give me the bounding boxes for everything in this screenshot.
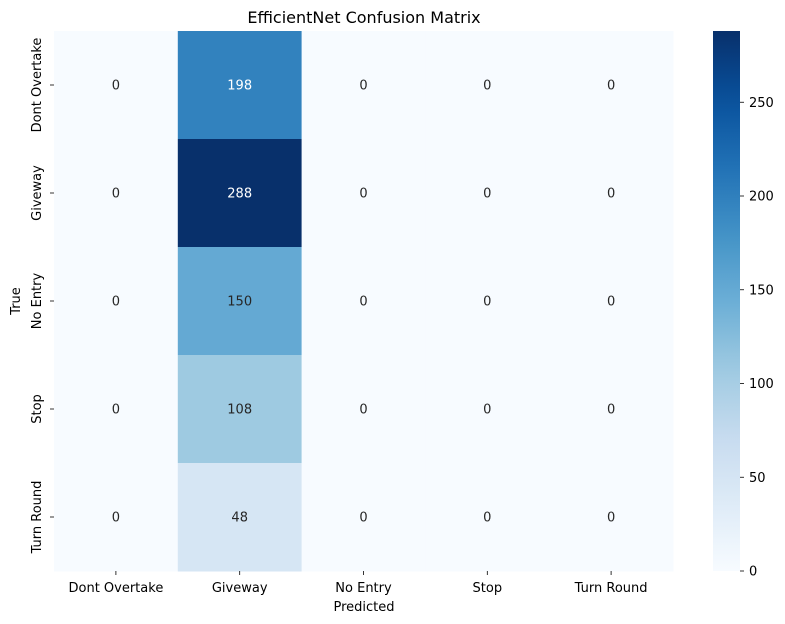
x-tick-label: Turn Round <box>574 581 648 596</box>
cell-value-label: 0 <box>483 79 491 94</box>
heatmap-cell <box>425 355 550 464</box>
heatmap-cell <box>301 463 426 572</box>
cell-value-label: 0 <box>607 511 615 526</box>
y-axis: Dont Overtake Giveway No Entry Stop Turn Rou… <box>30 38 54 555</box>
cell-value-label: 0 <box>359 403 367 418</box>
colorbar-tick-label: 0 <box>749 565 757 580</box>
y-axis-label: True <box>9 287 24 316</box>
heatmap-cell <box>549 247 674 356</box>
x-tick-label: Stop <box>473 581 503 596</box>
heatmap-cells <box>54 31 674 572</box>
cell-value-labels: 0 198 0 0 0 0 288 0 0 0 0 150 0 0 0 0 108 0 0 0 0 48 0 0 0 <box>112 79 615 526</box>
cell-value-label: 0 <box>483 403 491 418</box>
heatmap-cell <box>549 31 674 140</box>
cell-value-label: 0 <box>607 295 615 310</box>
heatmap-cell <box>549 355 674 464</box>
x-axis: Dont Overtake Giveway No Entry Stop Turn Rou… <box>68 571 648 596</box>
colorbar: 0 50 100 150 200 250 <box>713 31 774 580</box>
cell-value-label: 0 <box>359 295 367 310</box>
colorbar-bar <box>713 31 740 571</box>
cell-value-label: 0 <box>483 511 491 526</box>
cell-value-label: 108 <box>227 403 252 418</box>
cell-value-label: 288 <box>227 187 252 202</box>
heatmap-cell <box>54 355 179 464</box>
colorbar-tick-label: 200 <box>749 190 774 205</box>
x-tick-label: Dont Overtake <box>68 581 163 596</box>
colorbar-tick-label: 150 <box>749 283 774 298</box>
heatmap-cell <box>301 247 426 356</box>
cell-value-label: 0 <box>607 187 615 202</box>
heatmap-cell <box>549 139 674 248</box>
y-tick-label: Giveway <box>30 165 45 221</box>
cell-value-label: 0 <box>112 187 120 202</box>
cell-value-label: 0 <box>359 79 367 94</box>
x-tick-label: Giveway <box>212 581 268 596</box>
cell-value-label: 0 <box>112 511 120 526</box>
cell-value-label: 0 <box>607 79 615 94</box>
heatmap-cell <box>54 247 179 356</box>
colorbar-tick-label: 100 <box>749 377 774 392</box>
heatmap-cell <box>177 463 303 572</box>
cell-value-label: 150 <box>227 295 252 310</box>
cell-value-label: 0 <box>112 79 120 94</box>
cell-value-label: 0 <box>483 187 491 202</box>
heatmap-cell <box>425 247 550 356</box>
chart-title: EfficientNet Confusion Matrix <box>247 8 480 27</box>
cell-value-label: 48 <box>231 511 248 526</box>
heatmap-cell <box>425 31 550 140</box>
cell-value-label: 0 <box>359 187 367 202</box>
cell-value-label: 198 <box>227 79 252 94</box>
x-axis-label: Predicted <box>333 600 394 615</box>
cell-value-label: 0 <box>607 403 615 418</box>
heatmap-cell <box>301 355 426 464</box>
heatmap-cell <box>54 463 179 572</box>
y-tick-label: Turn Round <box>30 481 45 555</box>
y-tick-label: Stop <box>30 394 45 424</box>
cell-value-label: 0 <box>359 511 367 526</box>
cell-value-label: 0 <box>112 403 120 418</box>
heatmap-cell <box>177 139 303 248</box>
colorbar-tick-label: 50 <box>749 471 766 486</box>
heatmap-cell <box>301 139 426 248</box>
colorbar-tick-label: 250 <box>749 96 774 111</box>
y-tick-label: Dont Overtake <box>30 38 45 133</box>
cell-value-label: 0 <box>483 295 491 310</box>
heatmap-cell <box>177 355 303 464</box>
heatmap-cell <box>54 139 179 248</box>
cell-value-label: 0 <box>112 295 120 310</box>
heatmap-cell <box>177 31 303 140</box>
heatmap-cell <box>177 247 303 356</box>
heatmap-cell <box>301 31 426 140</box>
x-tick-label: No Entry <box>335 581 392 596</box>
heatmap-cell <box>54 31 179 140</box>
heatmap-cell <box>425 463 550 572</box>
y-tick-label: No Entry <box>30 272 45 329</box>
heatmap-cell <box>549 463 674 572</box>
heatmap-cell <box>425 139 550 248</box>
